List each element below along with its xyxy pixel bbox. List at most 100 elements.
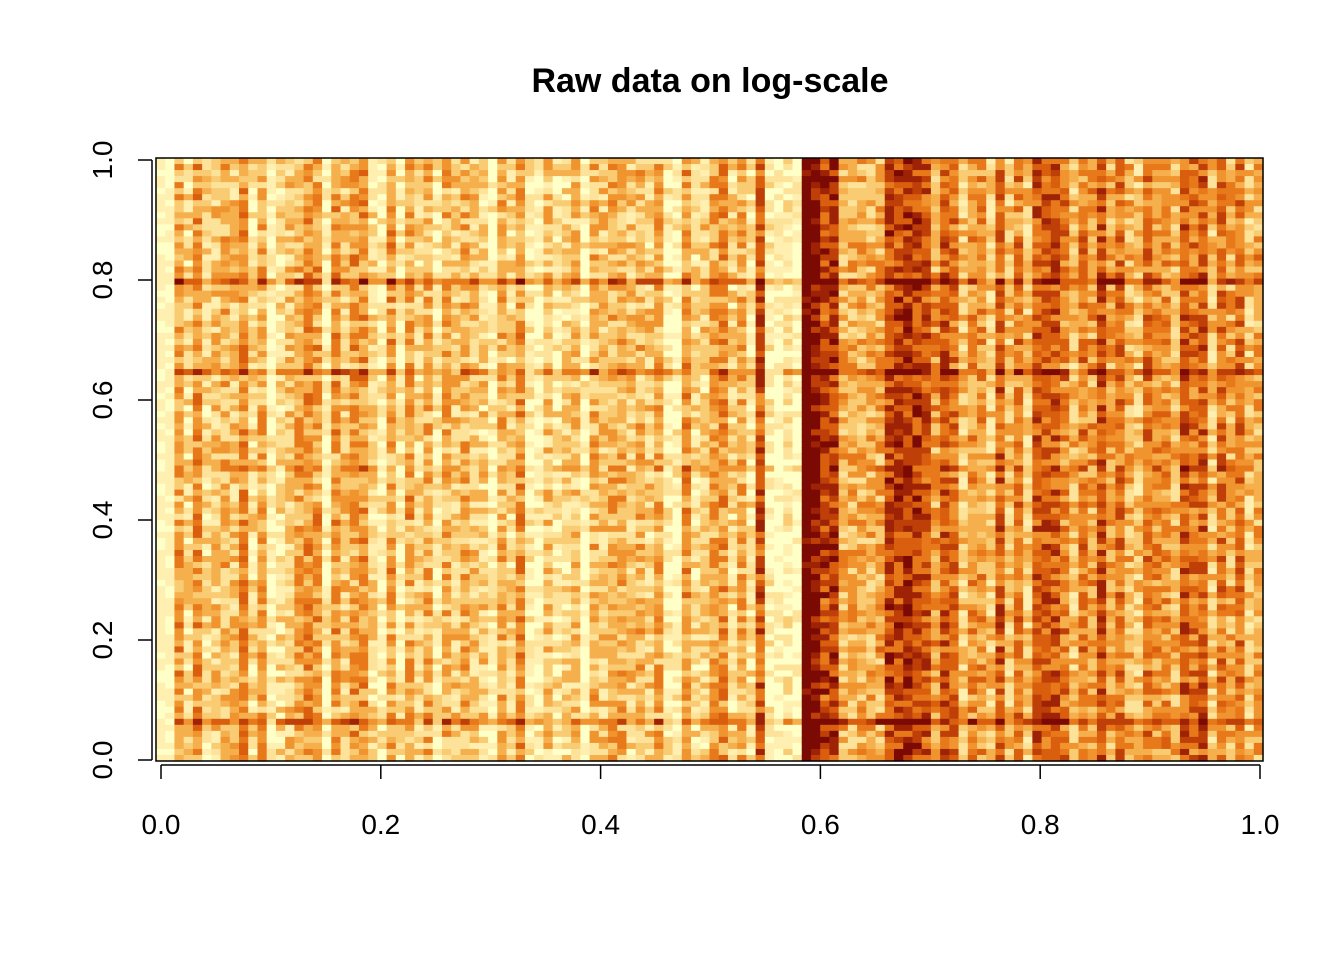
heatmap-cell bbox=[285, 326, 295, 334]
heatmap-cell bbox=[598, 640, 609, 648]
heatmap-cell bbox=[515, 218, 526, 225]
heatmap-cell bbox=[183, 453, 194, 461]
heatmap-cell bbox=[506, 646, 517, 654]
heatmap-cell bbox=[229, 489, 240, 497]
heatmap-cell bbox=[192, 266, 203, 274]
heatmap-cell bbox=[257, 586, 268, 593]
heatmap-cell bbox=[580, 465, 591, 473]
heatmap-cell bbox=[598, 344, 609, 352]
heatmap-cell bbox=[156, 501, 166, 509]
heatmap-cell bbox=[506, 712, 517, 720]
heatmap-cell bbox=[183, 543, 194, 551]
heatmap-cell bbox=[386, 664, 397, 672]
heatmap-cell bbox=[432, 218, 443, 225]
heatmap-cell bbox=[192, 616, 203, 623]
heatmap-cell bbox=[183, 471, 194, 479]
heatmap-cell bbox=[377, 200, 388, 207]
heatmap-cell bbox=[543, 399, 554, 406]
heatmap-cell bbox=[183, 224, 194, 231]
heatmap-cell bbox=[488, 724, 498, 732]
heatmap-cell bbox=[368, 254, 378, 262]
heatmap-cell bbox=[322, 568, 332, 575]
heatmap-cell bbox=[395, 212, 406, 219]
heatmap-cell bbox=[506, 459, 517, 467]
heatmap-cell bbox=[589, 326, 600, 334]
heatmap-cell bbox=[561, 356, 572, 364]
heatmap-cell bbox=[331, 170, 342, 177]
heatmap-cell bbox=[598, 308, 609, 316]
heatmap-cell bbox=[303, 176, 314, 183]
heatmap-cell bbox=[266, 580, 277, 587]
heatmap-cell bbox=[211, 272, 222, 280]
heatmap-cell bbox=[488, 489, 498, 497]
heatmap-cell bbox=[322, 248, 332, 256]
heatmap-cell bbox=[303, 230, 314, 237]
heatmap-cell bbox=[322, 278, 332, 286]
heatmap-cell bbox=[275, 724, 286, 732]
heatmap-cell bbox=[239, 363, 249, 370]
heatmap-cell bbox=[488, 537, 498, 545]
heatmap-cell bbox=[543, 730, 554, 738]
heatmap-cell bbox=[589, 694, 600, 702]
heatmap-cell bbox=[534, 284, 545, 292]
heatmap-cell bbox=[266, 176, 277, 183]
heatmap-cell bbox=[395, 194, 406, 201]
heatmap-cell bbox=[275, 586, 286, 593]
heatmap-cell bbox=[571, 700, 581, 708]
heatmap-cell bbox=[377, 212, 388, 219]
heatmap-cell bbox=[571, 332, 581, 340]
heatmap-cell bbox=[488, 549, 498, 557]
heatmap-cell bbox=[220, 278, 231, 286]
heatmap-cell bbox=[294, 676, 305, 684]
heatmap-cell bbox=[395, 429, 406, 436]
heatmap-cell bbox=[165, 513, 176, 521]
heatmap-cell bbox=[257, 592, 268, 599]
heatmap-cell bbox=[220, 296, 231, 304]
heatmap-cell bbox=[525, 477, 535, 485]
heatmap-cell bbox=[441, 562, 452, 569]
heatmap-cell bbox=[331, 272, 342, 280]
heatmap-cell bbox=[386, 254, 397, 262]
heatmap-cell bbox=[229, 742, 240, 750]
heatmap-cell bbox=[432, 242, 443, 250]
heatmap-cell bbox=[515, 688, 526, 696]
heatmap-cell bbox=[525, 332, 535, 340]
heatmap-cell bbox=[248, 580, 259, 587]
heatmap-cell bbox=[211, 459, 222, 467]
heatmap-cell bbox=[515, 748, 526, 756]
heatmap-cell bbox=[368, 224, 378, 231]
heatmap-cell bbox=[478, 628, 489, 635]
heatmap-cell bbox=[488, 531, 498, 539]
heatmap-cell bbox=[561, 248, 572, 256]
heatmap-cell bbox=[414, 537, 425, 545]
heatmap-cell bbox=[552, 296, 563, 304]
heatmap-cell bbox=[248, 664, 259, 672]
heatmap-cell bbox=[580, 640, 591, 648]
heatmap-cell bbox=[525, 447, 535, 455]
heatmap-cell bbox=[229, 519, 240, 527]
heatmap-cell bbox=[589, 308, 600, 316]
heatmap-cell bbox=[294, 164, 305, 171]
heatmap-cell bbox=[183, 580, 194, 587]
heatmap-cell bbox=[598, 706, 609, 714]
heatmap-cell bbox=[156, 363, 166, 370]
heatmap-cell bbox=[469, 326, 480, 334]
heatmap-cell bbox=[478, 742, 489, 750]
heatmap-cell bbox=[156, 459, 166, 467]
heatmap-cell bbox=[395, 652, 406, 660]
heatmap-cell bbox=[340, 344, 351, 352]
heatmap-cell bbox=[368, 290, 378, 298]
heatmap-cell bbox=[534, 549, 545, 557]
heatmap-cell bbox=[322, 706, 332, 714]
heatmap-cell bbox=[165, 296, 176, 304]
heatmap-cell bbox=[543, 682, 554, 690]
heatmap-cell bbox=[340, 712, 351, 720]
heatmap-cell bbox=[414, 688, 425, 696]
heatmap-cell bbox=[460, 664, 471, 672]
heatmap-cell bbox=[294, 718, 305, 726]
heatmap-cell bbox=[192, 411, 203, 418]
heatmap-cell bbox=[506, 320, 517, 328]
heatmap-cell bbox=[340, 326, 351, 334]
heatmap-cell bbox=[368, 218, 378, 225]
heatmap-cell bbox=[165, 314, 176, 322]
